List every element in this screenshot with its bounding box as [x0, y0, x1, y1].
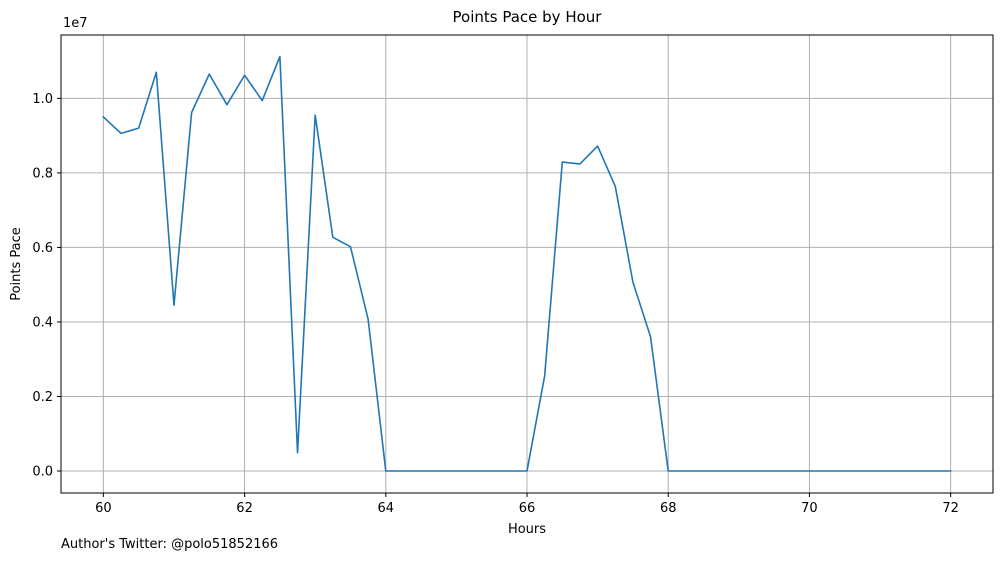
y-axis-ticks: 0.0 0.2 0.4 0.6 0.8 1.0: [32, 92, 61, 480]
y-tick-label: 0.8: [32, 166, 53, 181]
y-tick-label: 0.2: [32, 390, 53, 405]
x-tick-label: 68: [660, 501, 677, 516]
x-tick-label: 72: [942, 501, 959, 516]
chart-title: Points Pace by Hour: [453, 8, 603, 26]
x-tick-label: 62: [236, 501, 253, 516]
x-tick-label: 64: [378, 501, 395, 516]
y-axis-label: Points Pace: [9, 227, 24, 301]
series-layer: [102, 55, 952, 472]
y-tick-label: 1.0: [32, 92, 53, 107]
y-offset-label: 1e7: [63, 16, 88, 31]
grid-lines: [61, 35, 993, 493]
x-axis-ticks: 60 62 64 66 68 70 72: [95, 493, 959, 516]
author-twitter-note: Author's Twitter: @polo51852166: [61, 537, 279, 552]
x-tick-label: 70: [801, 501, 818, 516]
y-tick-label: 0.6: [32, 241, 53, 256]
x-axis-label: Hours: [508, 522, 546, 537]
x-tick-label: 60: [95, 501, 112, 516]
y-tick-label: 0.4: [32, 315, 53, 330]
y-tick-label: 0.0: [32, 465, 53, 480]
x-tick-label: 66: [519, 501, 536, 516]
series-line: [102, 55, 952, 472]
